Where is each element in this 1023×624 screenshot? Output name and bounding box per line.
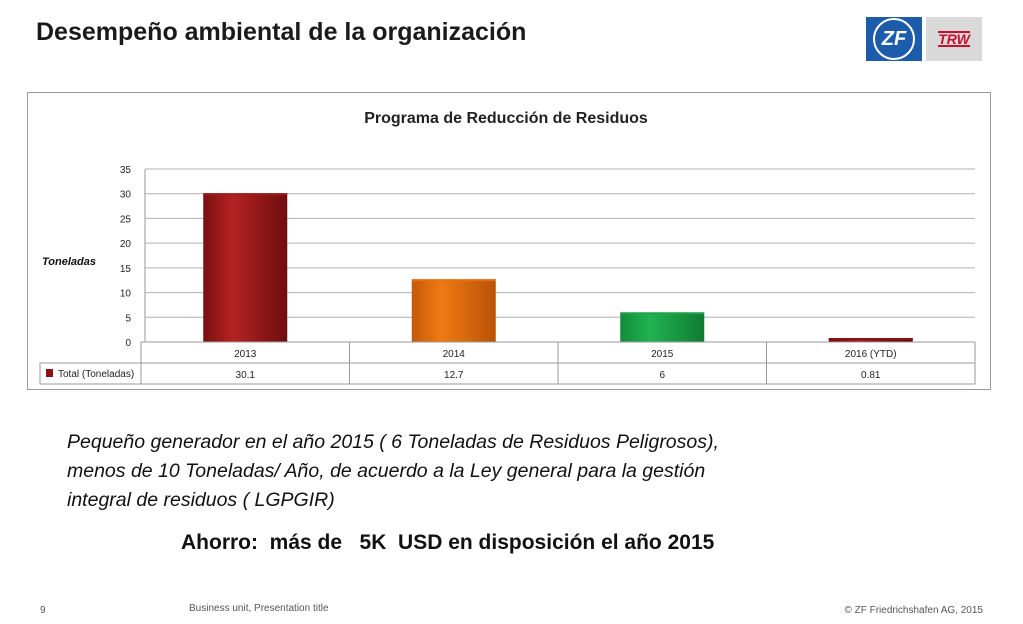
x-category-label: 2016 (YTD) — [845, 349, 897, 360]
y-tick-label: 35 — [120, 165, 132, 176]
x-category-label: 2013 — [234, 349, 257, 360]
bar — [620, 312, 705, 342]
chart-title: Programa de Reducción de Residuos — [364, 110, 648, 127]
bar-top-edge — [203, 193, 288, 196]
bar-top-edge — [828, 337, 913, 340]
y-tick-label: 5 — [125, 313, 131, 324]
page-number: 9 — [40, 605, 46, 616]
data-table-row-border — [39, 362, 976, 385]
data-table-value: 30.1 — [236, 370, 256, 381]
legend-swatch — [46, 369, 53, 377]
paragraph-line: menos de 10 Toneladas/ Año, de acuerdo a… — [67, 460, 706, 482]
y-tick-label: 0 — [125, 338, 131, 349]
bar — [411, 279, 496, 342]
y-tick-label: 30 — [120, 190, 132, 201]
paragraph-line: integral de residuos ( LGPGIR) — [67, 489, 335, 511]
bar-chart: Programa de Reducción de Residuos Tonela… — [39, 110, 976, 385]
footer-presentation-title: Business unit, Presentation title — [189, 603, 329, 614]
slide-title: Desempeño ambiental de la organización — [36, 18, 527, 46]
zf-logo-mark: ZF — [873, 18, 915, 60]
y-axis-label: Toneladas — [42, 256, 96, 268]
bar — [203, 193, 288, 342]
legend-series-name: Total (Toneladas) — [58, 369, 134, 380]
paragraph-line: Pequeño generador en el año 2015 ( 6 Ton… — [67, 431, 719, 453]
y-tick-label: 10 — [120, 289, 132, 300]
bar — [828, 337, 913, 342]
bar-top-edge — [620, 312, 705, 315]
trw-logo-mark: TRW — [938, 31, 970, 47]
y-tick-label: 20 — [120, 239, 132, 250]
description-paragraph: Pequeño generador en el año 2015 ( 6 Ton… — [67, 428, 867, 515]
x-category-label: 2014 — [443, 349, 466, 360]
y-tick-label: 15 — [120, 264, 132, 275]
footer-copyright: © ZF Friedrichshafen AG, 2015 — [844, 605, 983, 616]
chart-frame: Programa de Reducción de Residuos Tonela… — [27, 92, 991, 390]
x-category-label: 2015 — [651, 349, 674, 360]
trw-logo: TRW — [926, 17, 982, 61]
zf-logo: ZF — [866, 17, 922, 61]
data-table-value: 12.7 — [444, 370, 464, 381]
bar-top-edge — [411, 279, 496, 282]
data-table-value: 0.81 — [861, 370, 881, 381]
savings-statement: Ahorro: más de 5K USD en disposición el … — [181, 531, 715, 554]
data-table-value: 6 — [659, 370, 665, 381]
y-tick-label: 25 — [120, 214, 132, 225]
